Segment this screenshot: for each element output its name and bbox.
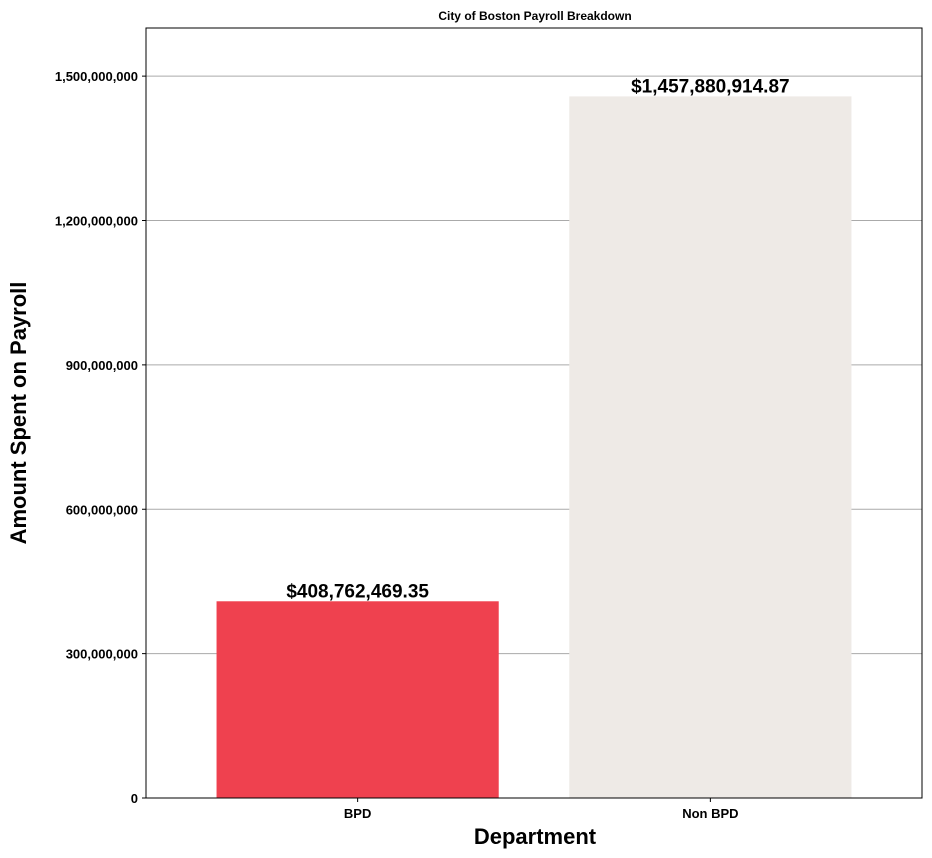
x-axis-ticks: BPD Non BPD: [344, 798, 739, 821]
y-tick-label: 1,200,000,000: [55, 214, 138, 229]
data-labels: $408,762,469.35 $1,457,880,914.87: [286, 76, 789, 602]
bar-value-label: $408,762,469.35: [286, 581, 429, 602]
y-tick-label: 1,500,000,000: [55, 69, 138, 84]
x-axis-label: Department: [474, 824, 597, 849]
y-axis-ticks: 0 300,000,000 600,000,000 900,000,000 1,200,…: [55, 69, 146, 806]
bar: [216, 601, 499, 798]
x-tick-label: BPD: [344, 806, 371, 821]
y-tick-label: 0: [131, 791, 138, 806]
y-tick-label: 600,000,000: [66, 502, 138, 517]
bar-value-label: $1,457,880,914.87: [631, 76, 790, 97]
bar: [569, 96, 852, 799]
bars: [216, 96, 852, 799]
chart-title: City of Boston Payroll Breakdown: [438, 9, 631, 23]
x-tick-label: Non BPD: [682, 806, 738, 821]
y-tick-label: 900,000,000: [66, 358, 138, 373]
y-axis-label: Amount Spent on Payroll: [6, 282, 31, 545]
plot-frame: [145, 27, 923, 799]
y-tick-label: 300,000,000: [66, 647, 138, 662]
